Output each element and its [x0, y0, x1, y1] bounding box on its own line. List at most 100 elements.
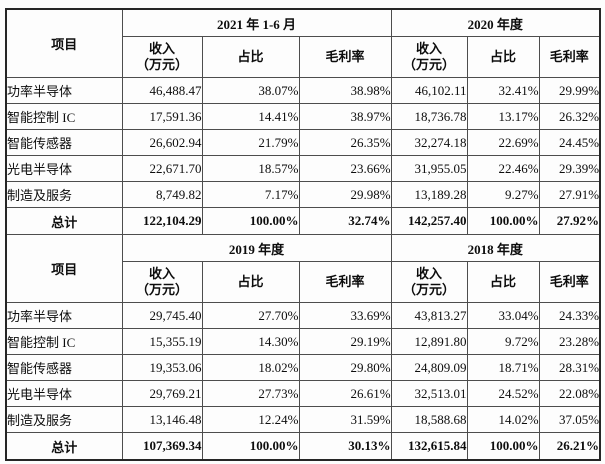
table-row: 制造及服务 8,749.82 7.17% 29.98% 13,189.28 9.…: [5, 181, 601, 208]
table-row: 智能传感器 26,602.94 21.79% 26.35% 32,274.18 …: [5, 129, 601, 156]
cell-share-total: 100.00%: [466, 207, 540, 235]
cell-share: 33.04%: [466, 302, 540, 329]
header-period-2020: 2020 年度: [390, 8, 601, 37]
row-label: 智能控制 IC: [5, 328, 123, 355]
header-income-line2: （万元）: [135, 282, 188, 297]
header-income-line2: （万元）: [135, 57, 188, 72]
cell-margin: 26.61%: [298, 380, 392, 407]
cell-income: 46,488.47: [121, 77, 203, 104]
cell-margin: 23.66%: [298, 155, 392, 182]
table-row: 功率半导体 29,745.40 27.70% 33.69% 43,813.27 …: [5, 302, 601, 329]
header-margin-right: 毛利率: [538, 36, 601, 78]
cell-share: 7.17%: [201, 181, 300, 208]
cell-share: 38.07%: [201, 77, 300, 104]
header-item: 项目: [5, 8, 123, 78]
row-label: 功率半导体: [5, 302, 123, 329]
header-margin-right: 毛利率: [538, 261, 601, 303]
cell-margin: 23.28%: [538, 328, 601, 355]
header-share-right: 占比: [466, 261, 540, 303]
cell-margin-total: 27.92%: [538, 207, 601, 235]
cell-margin: 27.91%: [538, 181, 601, 208]
cell-share: 13.17%: [466, 103, 540, 130]
cell-margin: 26.32%: [538, 103, 601, 130]
header-share-left: 占比: [201, 36, 300, 78]
header-period-2021h1: 2021 年 1-6 月: [121, 8, 392, 37]
revenue-breakdown-table: 项目 2021 年 1-6 月 2020 年度 收入 （万元） 占比 毛利率 收入…: [5, 8, 602, 461]
cell-income: 31,955.05: [390, 155, 468, 182]
cell-margin: 24.45%: [538, 129, 601, 156]
header-margin-left: 毛利率: [298, 261, 392, 303]
cell-share: 14.02%: [466, 406, 540, 433]
table-row: 光电半导体 22,671.70 18.57% 23.66% 31,955.05 …: [5, 155, 601, 182]
cell-income: 32,274.18: [390, 129, 468, 156]
cell-income: 8,749.82: [121, 181, 203, 208]
cell-margin: 22.08%: [538, 380, 601, 407]
cell-margin-total: 30.13%: [298, 432, 392, 461]
table-row: 制造及服务 13,146.48 12.24% 31.59% 18,588.68 …: [5, 406, 601, 433]
cell-income: 29,769.21: [121, 380, 203, 407]
cell-income: 46,102.11: [390, 77, 468, 104]
total-row: 总计 122,104.29 100.00% 32.74% 142,257.40 …: [5, 207, 601, 235]
header-item: 项目: [5, 234, 123, 303]
row-label: 智能传感器: [5, 354, 123, 381]
row-label-total: 总计: [5, 207, 123, 235]
cell-margin-total: 32.74%: [298, 207, 392, 235]
cell-income: 24,809.09: [390, 354, 468, 381]
header-period-2018: 2018 年度: [390, 234, 601, 262]
table-row: 智能传感器 19,353.06 18.02% 29.80% 24,809.09 …: [5, 354, 601, 381]
header-margin-left: 毛利率: [298, 36, 392, 78]
header-income-line2: （万元）: [403, 57, 456, 72]
cell-income: 29,745.40: [121, 302, 203, 329]
header-period-2019: 2019 年度: [121, 234, 392, 262]
cell-margin: 37.05%: [538, 406, 601, 433]
header-income-line2: （万元）: [403, 282, 456, 297]
cell-margin: 29.19%: [298, 328, 392, 355]
cell-income-total: 142,257.40: [390, 207, 468, 235]
header-income-line1: 收入: [416, 266, 443, 281]
table-row: 项目 2021 年 1-6 月 2020 年度: [5, 8, 601, 78]
cell-share: 9.27%: [466, 181, 540, 208]
cell-margin: 38.97%: [298, 103, 392, 130]
cell-share: 27.70%: [201, 302, 300, 329]
cell-income: 17,591.36: [121, 103, 203, 130]
cell-share: 24.52%: [466, 380, 540, 407]
cell-share: 18.02%: [201, 354, 300, 381]
cell-margin: 24.33%: [538, 302, 601, 329]
row-label: 制造及服务: [5, 406, 123, 433]
table-row: 收入 （万元） 占比 毛利率 收入 （万元） 占比 毛利率: [6, 261, 601, 303]
cell-margin: 29.39%: [538, 155, 601, 182]
cell-income: 43,813.27: [390, 302, 468, 329]
cell-income: 12,891.80: [390, 328, 468, 355]
cell-share: 22.46%: [466, 155, 540, 182]
cell-margin: 31.59%: [298, 406, 392, 433]
cell-share: 14.41%: [201, 103, 300, 130]
table-row: 收入 （万元） 占比 毛利率 收入 （万元） 占比 毛利率: [6, 36, 601, 78]
cell-share: 21.79%: [201, 129, 300, 156]
header-share-right: 占比: [466, 36, 540, 78]
cell-income: 19,353.06: [121, 354, 203, 381]
row-label: 制造及服务: [5, 181, 123, 208]
cell-share: 18.57%: [201, 155, 300, 182]
row-label: 光电半导体: [5, 380, 123, 407]
cell-share: 18.71%: [466, 354, 540, 381]
header-income-line1: 收入: [416, 41, 443, 56]
table-row: 功率半导体 46,488.47 38.07% 38.98% 46,102.11 …: [5, 77, 601, 104]
row-label: 智能传感器: [5, 129, 123, 156]
cell-income-total: 122,104.29: [121, 207, 203, 235]
cell-income: 18,588.68: [390, 406, 468, 433]
cell-share: 14.30%: [201, 328, 300, 355]
table-row: 项目 2019 年度 2018 年度: [5, 234, 601, 303]
cell-margin: 38.98%: [298, 77, 392, 104]
row-label: 智能控制 IC: [5, 103, 123, 130]
header-income-right: 收入 （万元）: [390, 261, 468, 303]
row-label: 光电半导体: [5, 155, 123, 182]
cell-margin: 29.98%: [298, 181, 392, 208]
cell-margin-total: 26.21%: [538, 432, 601, 461]
cell-income-total: 107,369.34: [121, 432, 203, 461]
cell-margin: 29.99%: [538, 77, 601, 104]
cell-share: 12.24%: [201, 406, 300, 433]
cell-margin: 26.35%: [298, 129, 392, 156]
cell-income: 32,513.01: [390, 380, 468, 407]
cell-income: 13,189.28: [390, 181, 468, 208]
